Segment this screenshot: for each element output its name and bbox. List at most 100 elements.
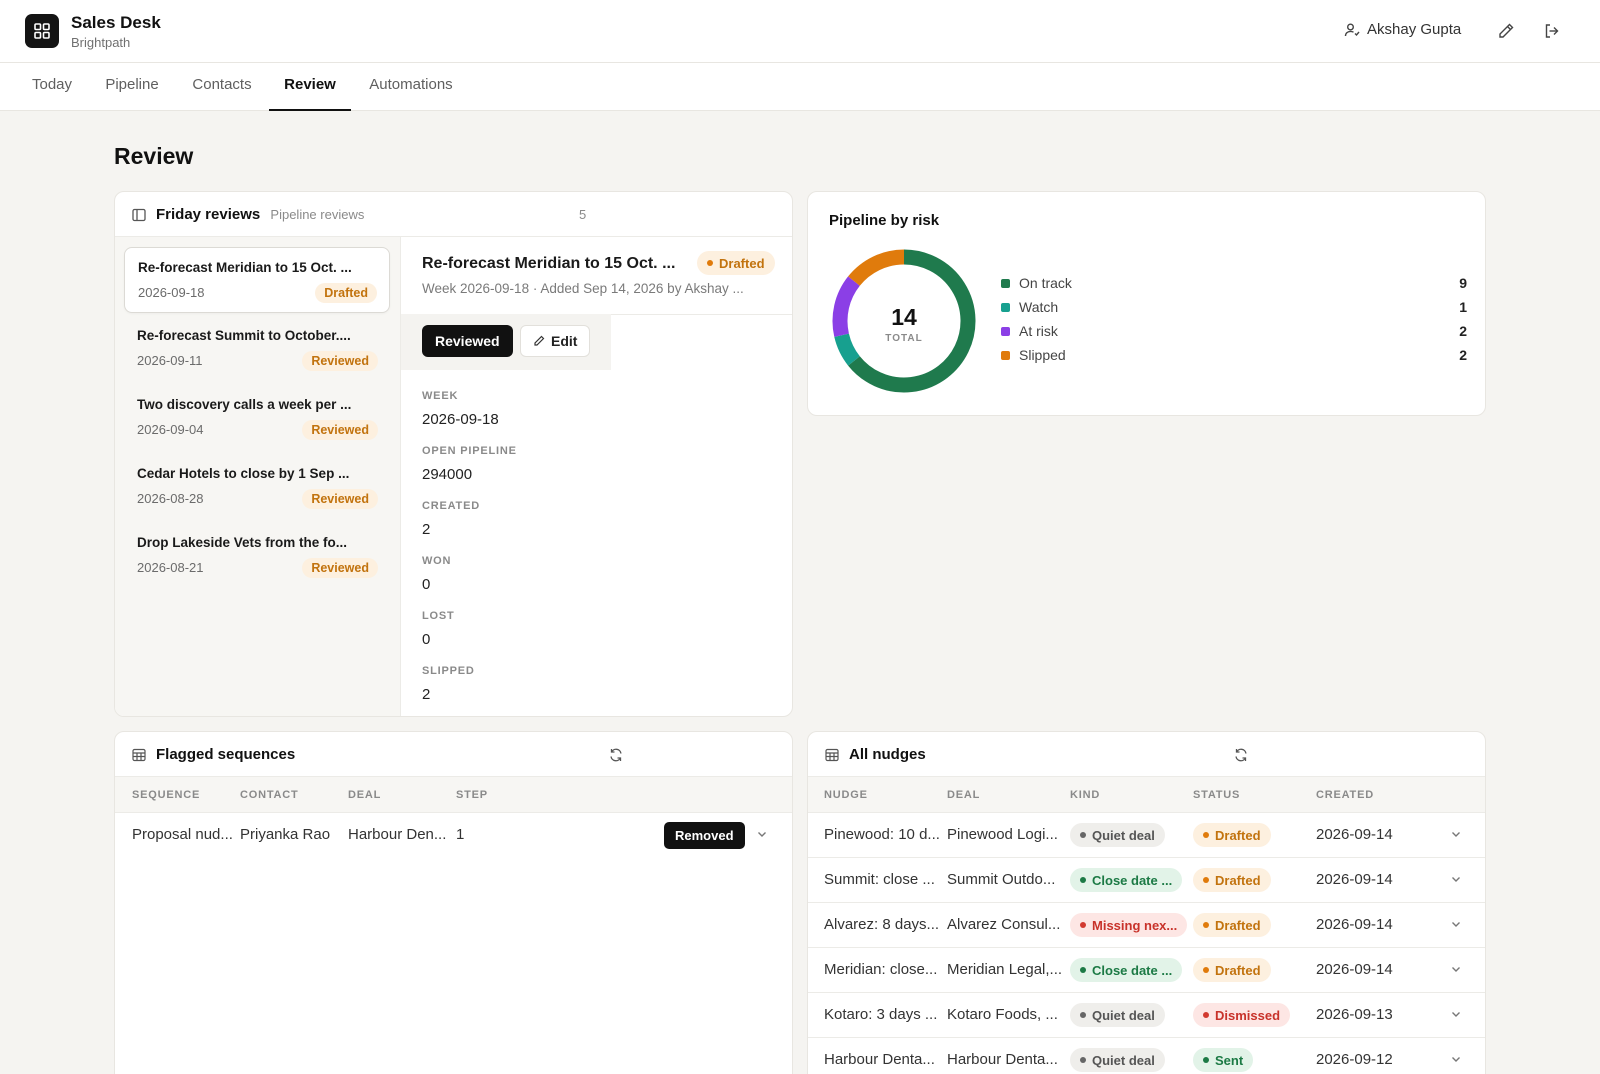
status-label: Drafted <box>1215 827 1261 843</box>
nudge-cell: Kotaro: 3 days ... <box>824 1006 938 1023</box>
legend-label: At risk <box>1019 323 1058 339</box>
deal-cell: Alvarez Consul... <box>947 916 1061 933</box>
review-item-title: Two discovery calls a week per ... <box>137 397 352 412</box>
status-badge: Drafted <box>315 283 377 303</box>
nudge-cell: Summit: close ... <box>824 871 935 888</box>
app-logo-icon[interactable] <box>25 14 59 48</box>
table-row[interactable]: Summit: close ... Summit Outdo... Close da… <box>808 858 1485 903</box>
kind-label: Close date ... <box>1092 962 1173 978</box>
flagged-sequences-card: Flagged sequences SEQUENCE CONTACT DEAL … <box>114 731 793 1074</box>
review-detail-meta: Week 2026-09-18 · Added Sep 14, 2026 by … <box>422 281 744 296</box>
column-header: SEQUENCE <box>132 789 201 801</box>
review-item-date: 2026-09-18 <box>138 285 205 300</box>
logout-icon[interactable] <box>1543 22 1561 40</box>
review-item-title: Drop Lakeside Vets from the fo... <box>137 535 348 550</box>
kind-dot <box>1080 1012 1086 1018</box>
field-label-won: WON <box>422 555 452 567</box>
legend-value: 2 <box>1459 323 1467 339</box>
tab-pipeline[interactable]: Pipeline <box>105 76 159 93</box>
table-row[interactable]: Proposal nud... Priyanka Rao Harbour Den… <box>115 813 792 858</box>
field-value-created: 2 <box>422 521 431 538</box>
column-header: STEP <box>456 789 488 801</box>
reviewed-button[interactable]: Reviewed <box>422 325 513 357</box>
table-row[interactable]: Kotaro: 3 days ... Kotaro Foods, ... Quiet… <box>808 993 1485 1038</box>
review-item[interactable]: Two discovery calls a week per ... 2026-… <box>124 385 390 451</box>
pencil-icon[interactable] <box>1497 22 1515 40</box>
review-item[interactable]: Drop Lakeside Vets from the fo... 2026-0… <box>124 523 390 589</box>
review-detail-title: Re-forecast Meridian to 15 Oct. ... <box>422 255 676 272</box>
nudge-cell: Pinewood: 10 d... <box>824 826 940 843</box>
kind-dot <box>1080 832 1086 838</box>
tab-automations[interactable]: Automations <box>369 76 453 93</box>
status-badge: Reviewed <box>302 351 378 371</box>
status-badge: Drafted <box>1193 958 1271 982</box>
kind-label: Close date ... <box>1092 872 1173 888</box>
all-nudges-card: All nudges NUDGE DEAL KIND STATUS CREATE… <box>807 731 1486 1074</box>
status-dot <box>1203 1057 1209 1063</box>
refresh-icon[interactable] <box>1233 747 1249 763</box>
status-label: Drafted <box>1215 917 1261 933</box>
field-label-slipped: SLIPPED <box>422 665 475 677</box>
review-item[interactable]: Cedar Hotels to close by 1 Sep ... 2026-… <box>124 454 390 520</box>
kind-label: Quiet deal <box>1092 1007 1155 1023</box>
kind-badge: Quiet deal <box>1070 823 1165 847</box>
created-cell: 2026-09-14 <box>1316 826 1393 843</box>
created-cell: 2026-09-14 <box>1316 916 1393 933</box>
review-item-date: 2026-08-21 <box>137 560 204 575</box>
sequence-cell: Proposal nud... <box>132 826 233 843</box>
status-label: Sent <box>1215 1052 1244 1068</box>
table-icon <box>132 748 146 762</box>
legend-row-at-risk: At risk 2 <box>1001 322 1467 342</box>
chevron-down-icon[interactable] <box>1449 827 1463 841</box>
field-value-won: 0 <box>422 576 431 593</box>
chevron-down-icon[interactable] <box>1449 1052 1463 1066</box>
status-dot <box>1203 877 1209 883</box>
user-menu[interactable]: Akshay Gupta <box>1344 21 1461 38</box>
status-badge: Reviewed <box>302 420 378 440</box>
field-value-open-pipeline: 294000 <box>422 466 473 483</box>
removed-badge: Removed <box>664 822 745 849</box>
chevron-down-icon[interactable] <box>1449 872 1463 886</box>
kind-badge: Close date ... <box>1070 868 1183 892</box>
legend-value: 1 <box>1459 299 1467 315</box>
review-count: 5 <box>579 207 587 222</box>
page-title: Review <box>114 143 194 169</box>
chevron-down-icon[interactable] <box>1449 917 1463 931</box>
deal-cell: Pinewood Logi... <box>947 826 1058 843</box>
table-row[interactable]: Alvarez: 8 days... Alvarez Consul... Missi… <box>808 903 1485 948</box>
chevron-down-icon[interactable] <box>1449 1007 1463 1021</box>
flagged-title: Flagged sequences <box>156 746 296 763</box>
review-item[interactable]: Re-forecast Summit to October.... 2026-0… <box>124 316 390 382</box>
pipeline-risk-card: Pipeline by risk 14 TOTAL On track 9 Wat… <box>807 191 1486 416</box>
field-value-slipped: 2 <box>422 686 431 703</box>
review-item-title: Re-forecast Summit to October.... <box>137 328 351 343</box>
refresh-icon[interactable] <box>608 747 624 763</box>
donut-total: 14 <box>891 304 917 330</box>
created-cell: 2026-09-12 <box>1316 1051 1393 1068</box>
chevron-down-icon[interactable] <box>755 827 769 841</box>
table-row[interactable]: Meridian: close... Meridian Legal,... Clos… <box>808 948 1485 993</box>
donut-segment-watch <box>834 333 861 366</box>
nudge-cell: Alvarez: 8 days... <box>824 916 940 933</box>
deal-cell: Harbour Denta... <box>947 1051 1058 1068</box>
kind-label: Quiet deal <box>1092 827 1155 843</box>
column-header: KIND <box>1070 789 1101 801</box>
flagged-header: Flagged sequences <box>115 732 792 777</box>
tab-contacts[interactable]: Contacts <box>192 76 252 93</box>
tab-review[interactable]: Review <box>269 63 351 111</box>
chevron-down-icon[interactable] <box>1449 962 1463 976</box>
tab-today[interactable]: Today <box>31 76 73 93</box>
table-row[interactable]: Pinewood: 10 d... Pinewood Logi... Quiet d… <box>808 813 1485 858</box>
table-row[interactable]: Harbour Denta... Harbour Denta... Quiet de… <box>808 1038 1485 1074</box>
column-header: DEAL <box>947 789 981 801</box>
kind-label: Missing nex... <box>1092 917 1178 933</box>
review-item-date: 2026-09-11 <box>137 353 203 368</box>
kind-badge: Close date ... <box>1070 958 1183 982</box>
edit-button[interactable]: Edit <box>520 325 591 357</box>
review-item-date: 2026-09-04 <box>137 422 204 437</box>
deal-cell: Kotaro Foods, ... <box>947 1006 1058 1023</box>
deal-cell: Harbour Den... <box>348 826 447 843</box>
kind-label: Quiet deal <box>1092 1052 1155 1068</box>
review-item[interactable]: Re-forecast Meridian to 15 Oct. ... 2026… <box>124 247 390 313</box>
nudges-title: All nudges <box>849 746 926 763</box>
